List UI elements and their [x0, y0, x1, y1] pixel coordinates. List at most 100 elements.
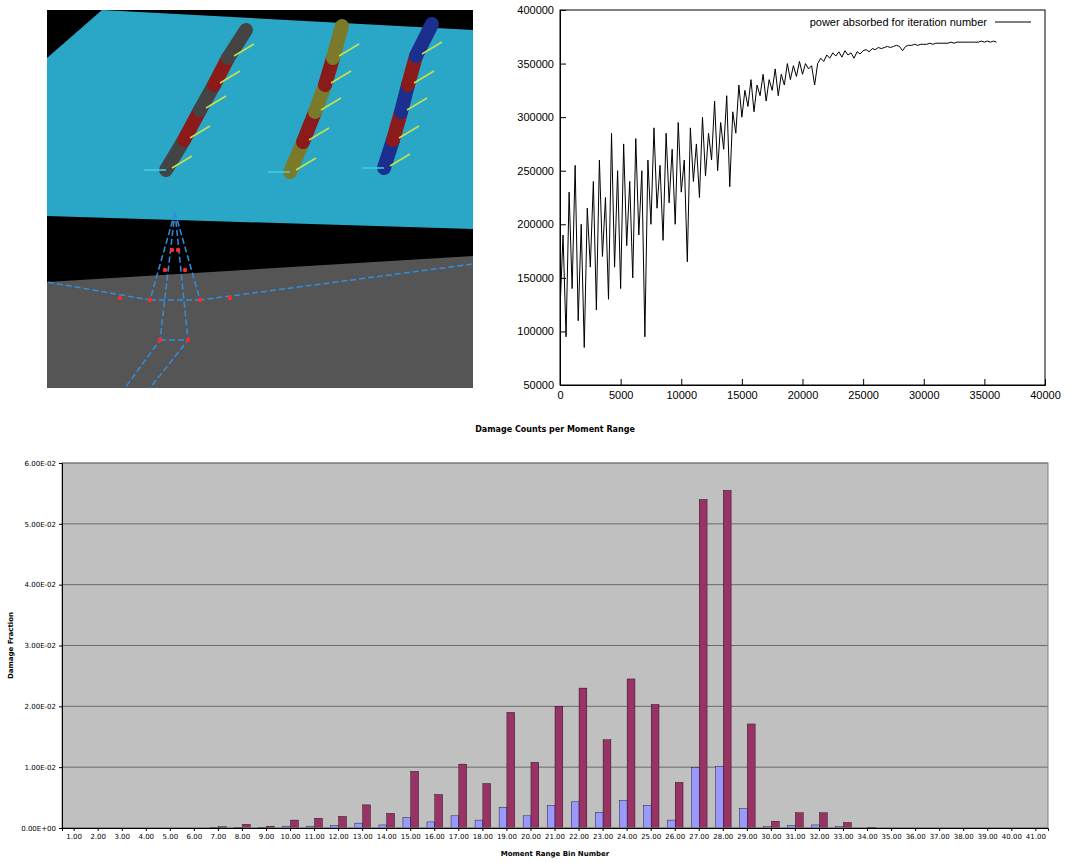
plot-background: [62, 463, 1048, 828]
bar: [459, 764, 467, 828]
tick-mark: [863, 379, 864, 385]
tick: 19.00: [497, 828, 517, 841]
x-axis: 1.002.003.004.005.006.007.008.009.0010.0…: [63, 828, 1049, 841]
tick-mark: [627, 828, 628, 831]
tick-mark: [771, 828, 772, 831]
tick-label: 20000: [788, 389, 819, 401]
tick-label: 4.00E-02: [25, 581, 56, 589]
tick: 100000: [517, 325, 566, 337]
mooring-node: [118, 296, 122, 300]
tick: 5.00E-02: [25, 521, 62, 529]
tick-label: 5000: [609, 389, 633, 401]
tick: 1.00: [66, 828, 82, 841]
tick: 150000: [517, 272, 566, 284]
tick-label: 25000: [848, 389, 879, 401]
device-arm: [339, 44, 359, 56]
tick-label: 26.00: [665, 833, 685, 841]
bar: [291, 820, 299, 828]
tick-mark: [819, 828, 820, 831]
device-segment: [416, 24, 432, 56]
bar: [531, 762, 539, 828]
tick: 9.00: [259, 828, 275, 841]
bar: [435, 795, 443, 828]
tick-mark: [651, 828, 652, 831]
tick-mark: [747, 828, 748, 831]
tick-label: 30.00: [761, 833, 781, 841]
tick: 23.00: [593, 828, 613, 841]
mooring: [47, 212, 473, 388]
mooring-node: [163, 268, 167, 272]
bar: [355, 823, 363, 828]
figure: 0500010000150002000025000300003500040000…: [0, 0, 1073, 863]
tick-label: 100000: [517, 325, 554, 337]
tick-label: 24.00: [617, 833, 637, 841]
tick-mark: [266, 828, 267, 831]
tick-mark: [675, 828, 676, 831]
tick-mark: [579, 828, 580, 831]
plot-area: [211, 490, 876, 828]
device-base: [144, 169, 166, 171]
tick: 30.00: [761, 828, 781, 841]
device-arm: [190, 126, 210, 138]
tick-mark: [723, 828, 724, 831]
tick-label: 27.00: [689, 833, 709, 841]
tick-label: 14.00: [377, 833, 397, 841]
data-line: [560, 41, 997, 347]
tick: 13.00: [353, 828, 373, 841]
tick-label: 5.00E-02: [25, 521, 56, 529]
tick: 16.00: [425, 828, 445, 841]
tick: 400000: [517, 4, 566, 16]
y-axis: 0.00E+001.00E-022.00E-023.00E-024.00E-02…: [21, 460, 62, 833]
tick-mark: [603, 828, 604, 831]
tick: 3.00: [114, 828, 130, 841]
axis-line: [63, 829, 1049, 832]
tick: 10000: [666, 379, 697, 401]
bar: [571, 802, 579, 828]
tick: 11.00: [305, 828, 325, 841]
tick-label: 10000: [666, 389, 697, 401]
tick: 38.00: [954, 828, 974, 841]
tick-label: 34.00: [858, 833, 878, 841]
tick: 26.00: [665, 828, 685, 841]
tick-label: 41.00: [1026, 833, 1046, 841]
tick-mark: [410, 828, 411, 831]
mooring-node: [183, 268, 187, 272]
device-arm: [296, 158, 316, 170]
bar: [603, 740, 611, 828]
tick-label: 29.00: [737, 833, 757, 841]
tick: 20.00: [521, 828, 541, 841]
legend-label: power absorbed for iteration number: [810, 16, 988, 28]
tick-label: 17.00: [449, 833, 469, 841]
bar: [595, 812, 603, 828]
device-arm: [172, 156, 192, 168]
tick: 21.00: [545, 828, 565, 841]
tick-label: 35.00: [882, 833, 902, 841]
tick-label: 18.00: [473, 833, 493, 841]
tick-mark: [555, 828, 556, 831]
bar: [403, 818, 411, 828]
tick-mark: [843, 828, 844, 831]
device-arm: [422, 42, 442, 54]
bar: [723, 490, 731, 828]
legend: power absorbed for iteration number: [810, 16, 1031, 28]
tick: 1.00E-02: [25, 764, 62, 772]
tick-label: 3.00: [114, 833, 130, 841]
tick-label: 13.00: [353, 833, 373, 841]
device-arm: [206, 96, 226, 108]
sea-floor: [47, 256, 473, 388]
tick: 39.00: [978, 828, 998, 841]
tick-label: 11.00: [305, 833, 325, 841]
bar: [427, 822, 435, 828]
tick-mark: [194, 828, 195, 831]
tick: 6.00E-02: [25, 460, 62, 468]
mooring-node: [170, 248, 174, 252]
wave-device: [144, 30, 254, 170]
tick-mark: [98, 828, 99, 831]
tick: 37.00: [930, 828, 950, 841]
tick-mark: [59, 646, 62, 647]
mooring-node: [186, 338, 190, 342]
tick-label: 150000: [517, 272, 554, 284]
mooring-line: [125, 212, 175, 388]
bar-chart: Damage Counts per Moment Range0.00E+001.…: [7, 425, 1048, 858]
device-base: [362, 167, 384, 169]
